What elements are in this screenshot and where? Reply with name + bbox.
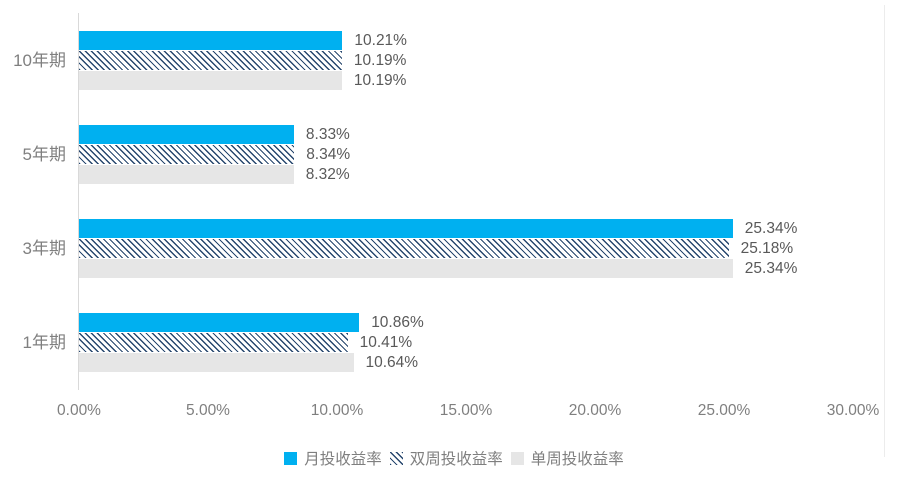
legend-label: 月投收益率 [304,451,382,468]
value-label: 8.33% [305,126,350,143]
chart-bar-月投收益率-3年期[interactable] [79,219,733,238]
value-label: 25.18% [740,240,794,257]
chart-bar-单周投收益率-3年期[interactable] [79,259,733,278]
chart-bar-月投收益率-10年期[interactable] [79,31,343,50]
value-label: 10.41% [359,334,413,351]
category-label: 10年期 [13,50,66,70]
x-tick-label: 30.00% [826,402,880,419]
category-label: 1年期 [22,332,66,352]
y-axis-line [78,13,79,390]
category-label: 3年期 [22,238,66,258]
value-label: 8.32% [305,166,350,183]
value-label: 10.64% [365,354,419,371]
legend-label: 单周投收益率 [530,451,624,468]
value-label: 25.34% [744,260,798,277]
x-tick-label: 10.00% [310,402,364,419]
chart-bar-单周投收益率-10年期[interactable] [79,71,342,90]
chart-bar-双周投收益率-1年期[interactable] [79,333,348,352]
legend-item-双周投收益率[interactable]: 双周投收益率 [389,447,503,469]
legend-item-月投收益率[interactable]: 月投收益率 [284,447,382,469]
value-label: 10.19% [353,52,407,69]
value-label: 25.34% [744,220,798,237]
legend-item-单周投收益率[interactable]: 单周投收益率 [510,447,624,469]
x-tick-label: 15.00% [439,402,493,419]
legend-swatch-icon [389,451,403,465]
chart-bar-双周投收益率-10年期[interactable] [79,51,342,70]
x-tick-label: 25.00% [697,402,751,419]
plot-right-border [884,5,885,457]
x-tick-label: 5.00% [186,402,230,419]
legend-swatch-icon [284,451,298,465]
legend-label: 双周投收益率 [409,451,503,468]
legend-swatch-icon [510,451,524,465]
chart-bar-单周投收益率-1年期[interactable] [79,353,354,372]
value-label: 8.34% [306,146,351,163]
chart-bar-单周投收益率-5年期[interactable] [79,165,294,184]
x-tick-label: 20.00% [568,402,622,419]
value-label: 10.86% [371,314,424,331]
x-axis: 0.00% 5.00% 10.00% 15.00% 20.00% 25.00% 30.00% [0,402,908,422]
chart-bar-月投收益率-1年期[interactable] [79,313,360,332]
chart-bar-月投收益率-5年期[interactable] [79,125,294,144]
legend: 月投收益率 双周投收益率 单周投收益率 [0,447,908,469]
value-label: 10.21% [354,32,407,49]
chart-bar-双周投收益率-3年期[interactable] [79,239,729,258]
x-tick-label: 0.00% [57,402,101,419]
plot-area: 10.21% 10.19% 10.19% 8.33% 8.34% 8.32% 25.34% 2… [79,13,853,390]
category-label: 5年期 [22,144,66,164]
chart-bar-双周投收益率-5年期[interactable] [79,145,295,164]
value-label: 10.19% [353,72,407,89]
